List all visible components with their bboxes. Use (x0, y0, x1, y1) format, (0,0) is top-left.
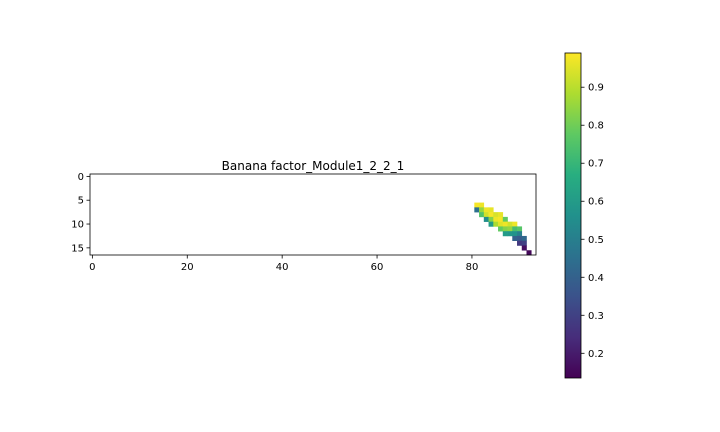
heatmap-cell (502, 231, 508, 237)
heatmap-cell (517, 231, 523, 237)
heatmap-cell (479, 207, 485, 213)
heatmap-cell (498, 212, 504, 218)
heatmap-cell (488, 221, 494, 227)
heatmap-cell (493, 216, 499, 222)
plot-frame (89, 173, 537, 256)
x-tick-label: 40 (276, 262, 289, 273)
heatmap-cell (526, 250, 532, 256)
colorbar-axis: 0.2 0.3 0.4 0.5 0.6 0.7 0.8 0.9 (581, 83, 604, 360)
x-tick-label: 80 (466, 262, 479, 273)
heatmap-cell (474, 202, 480, 208)
heatmap-cell (479, 212, 485, 218)
heatmap-cell (517, 235, 523, 241)
heatmap-cell (474, 207, 480, 213)
heatmap-cell (493, 221, 499, 227)
colorbar-tick-label: 0.8 (588, 121, 604, 132)
heatmap-cell (502, 216, 508, 222)
heatmap-cell (512, 221, 518, 227)
heatmap-cell (483, 207, 489, 213)
y-tick-label: 15 (71, 243, 84, 254)
y-axis: 0 5 10 15 (71, 172, 90, 254)
colorbar-tick-label: 0.6 (588, 197, 604, 208)
y-tick-label: 0 (78, 172, 84, 183)
heatmap-cell (498, 226, 504, 232)
heatmap-cell (521, 235, 527, 241)
colorbar-tick-label: 0.7 (588, 159, 604, 170)
y-tick-label: 10 (71, 220, 84, 231)
heatmap-cell (488, 212, 494, 218)
heatmap-cell (507, 231, 513, 237)
heatmap-cell (493, 212, 499, 218)
colorbar-tick-label: 0.5 (588, 235, 604, 246)
heatmap-cell (502, 226, 508, 232)
colorbar-tick-label: 0.2 (588, 349, 604, 360)
heatmap-cell (488, 207, 494, 213)
x-tick-label: 20 (181, 262, 194, 273)
heatmap-cell (521, 245, 527, 251)
heatmap-cell (512, 226, 518, 232)
heatmap-cell (479, 202, 485, 208)
heatmap-cells (474, 202, 532, 256)
heatmap-cell (512, 231, 518, 237)
y-tick-label: 5 (78, 196, 84, 207)
heatmap-cell (507, 221, 513, 227)
heatmap-cell (502, 221, 508, 227)
colorbar-tick-label: 0.4 (588, 273, 604, 284)
heatmap-cell (521, 240, 527, 246)
x-tick-label: 0 (89, 262, 95, 273)
heatmap-cell (483, 216, 489, 222)
heatmap-cell (488, 216, 494, 222)
x-axis: 0 20 40 60 80 (89, 255, 478, 273)
heatmap-cell (498, 216, 504, 222)
heatmap-cell (507, 226, 513, 232)
heatmap-cell (517, 240, 523, 246)
heatmap-cell (512, 235, 518, 241)
heatmap-cell (498, 221, 504, 227)
colorbar-tick-label: 0.3 (588, 311, 604, 322)
colorbar-tick-label: 0.9 (588, 83, 604, 94)
chart-title: Banana factor_Module1_2_2_1 (222, 159, 405, 173)
heatmap-cell (483, 212, 489, 218)
colorbar (564, 52, 582, 379)
heatmap-cell (517, 226, 523, 232)
x-tick-label: 60 (371, 262, 384, 273)
